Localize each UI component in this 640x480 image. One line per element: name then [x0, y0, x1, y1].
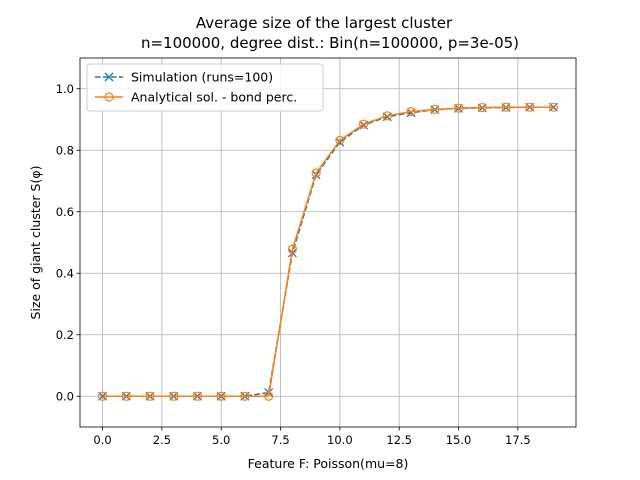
x-tick-label: 12.5 [386, 433, 412, 447]
data-point-analytical [121, 391, 131, 401]
series-group [97, 102, 559, 401]
data-point-analytical [430, 104, 440, 114]
data-point-analytical [335, 135, 345, 146]
y-tick-label: 0.4 [56, 266, 74, 280]
data-point-analytical [525, 102, 535, 112]
data-point-analytical [477, 102, 487, 113]
plot-frame [79, 57, 577, 428]
data-point-analytical [145, 391, 155, 401]
data-point-analytical [453, 103, 464, 113]
x-axis-label: Feature F: Poisson(mu=8) [248, 456, 409, 471]
data-point-analytical [192, 391, 203, 401]
data-point-analytical [311, 168, 321, 178]
x-tick-label: 10.0 [327, 433, 353, 447]
x-tick-label: 15.0 [446, 433, 472, 447]
legend-analytical-marker [104, 92, 114, 102]
x-tick-label: 2.5 [153, 433, 171, 447]
y-tick-label: 0.0 [56, 389, 74, 403]
legend-simulation-label: Simulation (runs=100) [131, 70, 273, 85]
data-point-analytical [264, 391, 274, 401]
data-point-analytical [216, 391, 226, 401]
data-point-simulation [406, 108, 416, 118]
x-tick-label: 0.0 [93, 433, 111, 447]
data-point-analytical [382, 111, 392, 121]
data-point-analytical [358, 119, 369, 129]
data-point-analytical [240, 391, 250, 401]
x-tick-label: 17.5 [505, 433, 531, 447]
chart-subtitle: n=100000, degree dist.: Bin(n=100000, p=… [141, 34, 519, 52]
data-point-analytical [169, 391, 179, 401]
y-tick-label: 0.6 [56, 205, 74, 219]
legend-simulation-marker [104, 72, 114, 82]
data-point-analytical [287, 244, 298, 254]
data-point-analytical [548, 102, 559, 112]
x-tick-label: 7.5 [271, 433, 289, 447]
legend-analytical-label: Analytical sol. - bond perc. [131, 90, 297, 105]
data-point-analytical [97, 391, 108, 401]
data-point-analytical [406, 106, 416, 117]
legend: Simulation (runs=100) Analytical sol. - … [86, 63, 324, 112]
chart-title: Average size of the largest cluster [196, 14, 453, 32]
x-tick-label: 5.0 [212, 433, 230, 447]
y-tick-label: 0.8 [56, 143, 74, 157]
axis-ticks: 0.0 2.5 5.0 7.5 10.0 12.5 15.0 17.5 0.0 0.2 0.4 0.6… [56, 82, 531, 447]
legend-box [86, 63, 324, 112]
y-tick-label: 1.0 [56, 82, 74, 96]
y-tick-label: 0.2 [56, 328, 74, 342]
data-point-analytical [501, 102, 511, 112]
y-axis-label: Size of giant cluster S(φ) [28, 166, 43, 320]
